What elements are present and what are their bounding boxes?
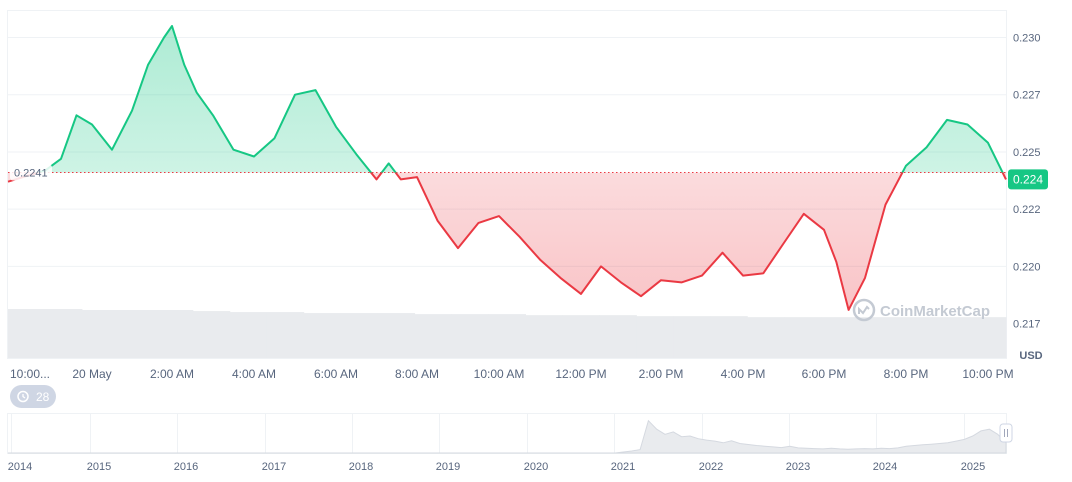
navigator-year-label: 2014 [8,461,32,473]
navigator-year-label: 2017 [262,461,286,473]
y-axis: 0.230 0.227 0.225 0.222 0.220 0.217 [1013,32,1041,330]
volume-bar [8,309,46,358]
range-badge[interactable]: 28 [10,385,56,408]
x-tick-label: 10:00 PM [962,367,1013,381]
navigator-year-label: 2018 [349,461,373,473]
volume-bars [8,309,1007,358]
volume-bar [673,316,711,358]
navigator-year-label: 2022 [699,461,723,473]
x-axis: 10:00... 20 May 2:00 AM 4:00 AM 6:00 AM 8:00 … [10,367,1014,381]
history-icon [17,390,29,403]
navigator-year-label: 2019 [436,461,460,473]
x-tick-label: 10:00 AM [474,367,525,381]
navigator-history-area [8,419,1007,454]
y-tick-label: 0.217 [1013,319,1041,331]
x-tick-label: 2:00 PM [639,367,684,381]
price-line-up [34,25,1004,173]
volume-bar [858,317,896,358]
navigator-handle[interactable] [999,423,1013,443]
volume-bar [636,316,674,358]
volume-bar [81,310,120,358]
navigator-year-label: 2021 [611,461,635,473]
plot-frame [7,10,1007,359]
volume-bar [118,310,157,358]
x-tick-label: 12:00 PM [555,367,606,381]
navigator-year-labels: 2014 2015 2016 2017 2018 2019 2020 2021 2022 2023… [8,461,985,473]
volume-bar [488,314,526,358]
volume-bar [932,317,970,358]
volume-bar [340,313,379,358]
x-tick-label: 8:00 AM [395,367,439,381]
volume-bar [414,314,453,358]
x-tick-label: 10:00... [10,367,50,381]
volume-bar [599,315,637,358]
watermark-text: CoinMarketCap [880,303,990,320]
history-navigator[interactable]: 2014 2015 2016 2017 2018 2019 2020 2021 2022 2023… [7,413,1013,474]
volume-bar [192,311,231,358]
y-tick-label: 0.220 [1013,261,1041,273]
volume-bar [377,313,416,358]
range-badge-value: 28 [36,390,50,404]
x-tick-label: 2:00 AM [150,367,194,381]
y-tick-label: 0.222 [1013,204,1041,216]
price-area [8,26,1006,310]
reference-value-label: 0.2241 [14,168,48,180]
volume-bar [710,316,748,358]
volume-bar [895,317,933,358]
currency-label: USD [1019,350,1042,362]
volume-bar [784,317,822,358]
volume-bar [451,314,490,358]
price-line [7,25,1007,311]
volume-bar [44,309,83,358]
volume-bar [525,315,563,358]
volume-bar [303,313,342,358]
x-tick-label: 6:00 AM [314,367,358,381]
area-above-reference [38,26,1003,173]
navigator-year-label: 2023 [786,461,810,473]
last-price-badge: 0.224 [1008,169,1048,190]
navigator-year-label: 2020 [524,461,548,473]
volume-bar [229,312,268,358]
navigator-year-grid [11,414,965,453]
navigator-frame [7,413,1007,454]
volume-bar [266,312,305,358]
last-price-value: 0.224 [1013,172,1043,186]
navigator-year-label: 2025 [961,461,985,473]
navigator-year-label: 2015 [87,461,111,473]
x-tick-label: 20 May [72,367,111,381]
area-below-reference [8,172,1006,310]
volume-bar [562,315,600,358]
y-tick-label: 0.225 [1013,147,1041,159]
x-tick-label: 8:00 PM [884,367,929,381]
navigator-year-label: 2016 [174,461,198,473]
price-line-down [7,172,1007,311]
volume-bar [969,317,1007,358]
coinmarketcap-logo-icon [852,298,876,322]
y-tick-label: 0.227 [1013,90,1041,102]
x-tick-label: 4:00 PM [721,367,766,381]
reference-label: 0.2241 [10,164,52,181]
y-tick-label: 0.230 [1013,32,1041,44]
watermark: CoinMarketCap [852,298,990,322]
volume-bar [821,317,859,358]
navigator-year-label: 2024 [873,461,897,473]
x-tick-label: 4:00 AM [232,367,276,381]
volume-bar [747,317,785,358]
x-tick-label: 6:00 PM [802,367,847,381]
volume-bar [155,310,194,358]
